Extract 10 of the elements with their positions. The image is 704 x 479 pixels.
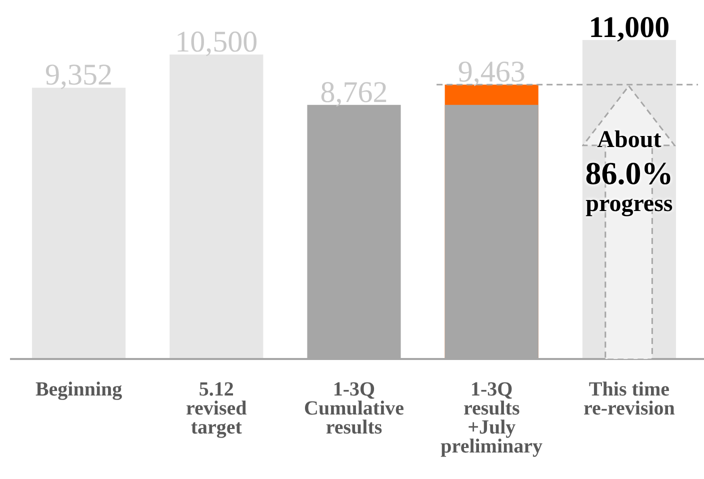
x-tick-label: 1-3Q Cumulative results — [304, 378, 404, 439]
x-tick-label: 1-3Q results +July preliminary — [440, 378, 543, 458]
annotation: About 86.0% progress — [585, 127, 674, 219]
bar — [170, 54, 264, 359]
bar — [32, 88, 126, 359]
x-tick-label: Beginning — [35, 378, 122, 401]
x-tick-label: This time re-revision — [583, 378, 675, 420]
data-label: 11,000 — [588, 10, 670, 44]
data-label: 9,463 — [458, 55, 526, 88]
x-tick-label: 5.12 revised target — [186, 378, 247, 439]
